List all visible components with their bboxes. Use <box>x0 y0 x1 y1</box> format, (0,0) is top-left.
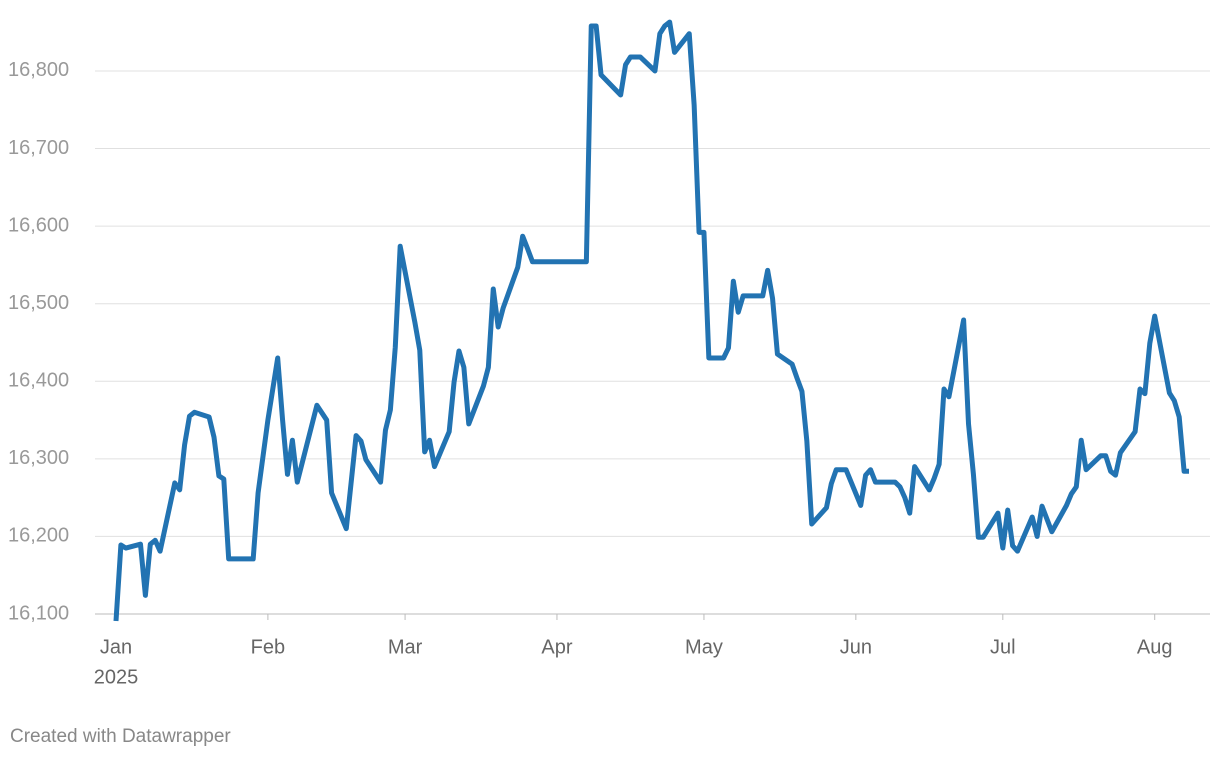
y-tick-label: 16,300 <box>8 447 69 469</box>
x-tick-label: Jan <box>100 636 132 658</box>
y-tick-label: 16,600 <box>8 214 69 236</box>
x-tick-label: Jul <box>990 636 1016 658</box>
x-tick-label: Jun <box>840 636 872 658</box>
footer: Created with Datawrapper <box>10 726 231 747</box>
line <box>113 19 1189 622</box>
x-tick-label: Mar <box>388 636 423 658</box>
y-tick-label: 16,700 <box>8 137 69 159</box>
y-tick-label: 16,500 <box>8 292 69 314</box>
x-tick-label: May <box>685 636 723 658</box>
y-tick-label: 16,800 <box>8 59 69 81</box>
y-tick-label: 16,400 <box>8 370 69 392</box>
x-year-label: 2025 <box>94 666 139 688</box>
y-tick-label: 16,200 <box>8 525 69 547</box>
x-tick-label: Feb <box>251 636 285 658</box>
x-tick-label: Apr <box>541 636 572 658</box>
x-tick-label: Aug <box>1137 636 1173 658</box>
y-tick-label: 16,100 <box>8 602 69 624</box>
